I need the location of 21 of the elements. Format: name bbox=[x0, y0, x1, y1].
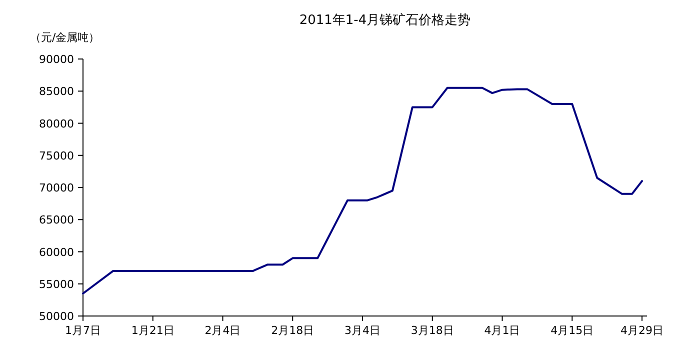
y-tick-label: 80000 bbox=[39, 117, 74, 130]
y-tick-label: 60000 bbox=[39, 246, 74, 259]
x-tick-label: 3月4日 bbox=[344, 324, 381, 337]
chart-title: 2011年1-4月锑矿石价格走势 bbox=[299, 13, 471, 28]
y-axis-title: （元/金属吨） bbox=[30, 31, 100, 44]
x-tick-label: 4月15日 bbox=[550, 324, 594, 337]
y-tick-label: 90000 bbox=[39, 53, 74, 66]
y-tick-label: 55000 bbox=[39, 278, 74, 291]
y-tick-label: 85000 bbox=[39, 85, 74, 98]
line-series bbox=[82, 86, 644, 295]
x-tick-label: 4月1日 bbox=[484, 324, 520, 337]
x-tick-label: 3月18日 bbox=[410, 324, 454, 337]
x-tick-label: 4月29日 bbox=[620, 324, 664, 337]
x-tick-label: 1月7日 bbox=[65, 324, 101, 337]
y-tick-label: 70000 bbox=[39, 182, 74, 194]
y-tick-label: 65000 bbox=[39, 214, 74, 227]
x-tick-label: 1月21日 bbox=[131, 324, 174, 337]
y-tick-label: 75000 bbox=[39, 149, 74, 162]
y-tick-label: 50000 bbox=[39, 310, 74, 323]
x-tick-label: 2月18日 bbox=[271, 324, 314, 337]
x-tick-label: 2月4日 bbox=[204, 324, 241, 337]
